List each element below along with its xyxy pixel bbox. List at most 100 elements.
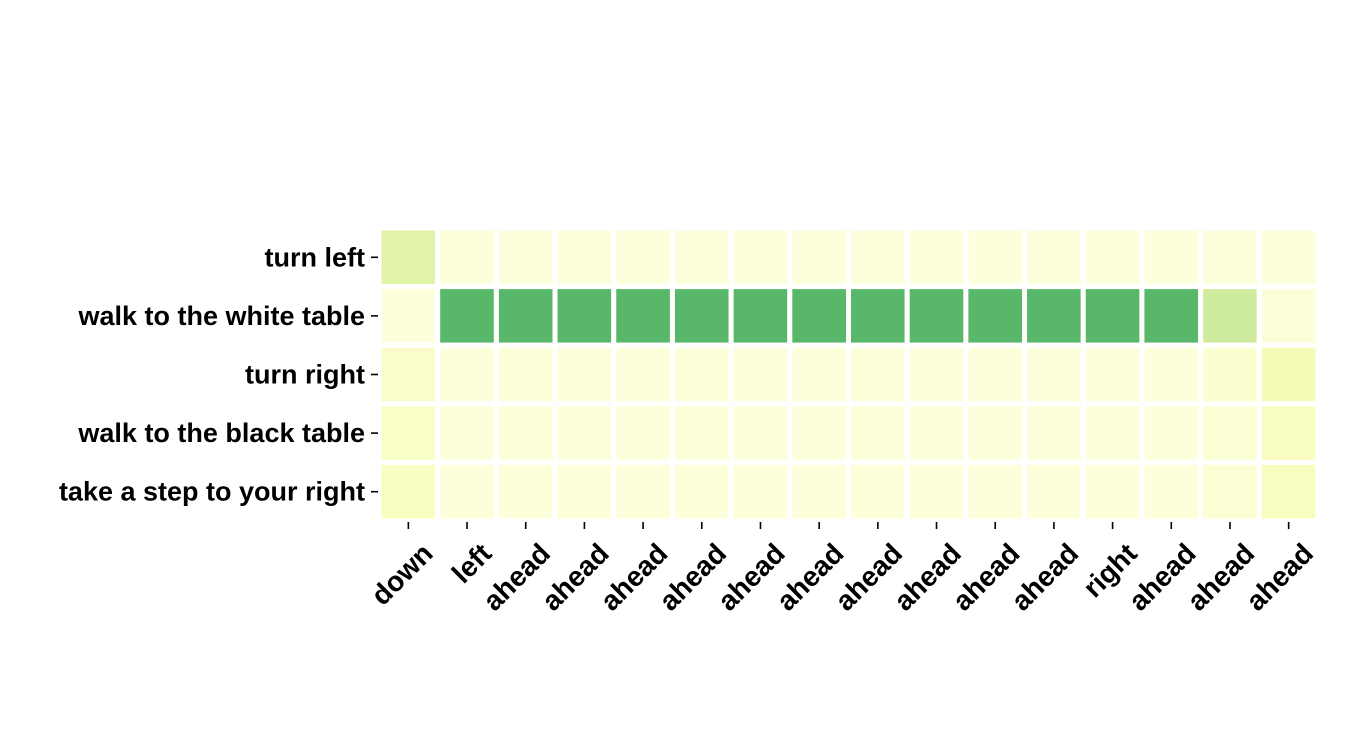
heatmap-cell-r1-c2 [493,284,558,348]
heatmap-cell-r4-c1 [435,459,499,524]
heatmap-cell-r3-c11 [1022,401,1086,465]
heatmap-cell-r2-c15 [1256,342,1321,407]
heatmap-cell-r1-c3 [552,284,617,348]
heatmap-cell-r4-c4 [611,459,675,524]
heatmap-cell-r3-c7 [787,401,851,465]
heatmap-cell-r3-c0 [376,401,441,465]
heatmap-cell-r4-c0 [376,459,441,524]
row-label: walk to the black table [77,418,365,448]
heatmap-cell-r0-c3 [552,225,617,290]
column-label: ahead [1181,537,1260,616]
heatmap-cell-r3-c6 [728,401,793,465]
column-label: ahead [653,537,732,616]
heatmap-cell-r4-c5 [669,459,734,524]
heatmap-cell-r0-c1 [435,225,499,290]
heatmap-cell-r4-c3 [552,459,617,524]
heatmap-cell-r1-c14 [1198,284,1262,348]
heatmap-cell-r2-c14 [1198,342,1262,407]
heatmap-cell-r0-c8 [846,225,910,290]
heatmap-cell-r2-c13 [1139,342,1204,407]
heatmap-cell-r2-c7 [787,342,851,407]
heatmap-cells [376,225,1321,524]
column-label: ahead [712,537,791,616]
heatmap-cell-r3-c2 [493,401,558,465]
heatmap-cell-r3-c10 [963,401,1028,465]
heatmap-cell-r4-c7 [787,459,851,524]
heatmap-cell-r3-c14 [1198,401,1262,465]
heatmap-cell-r3-c5 [669,401,734,465]
row-label: turn right [245,360,365,390]
heatmap-cell-r1-c8 [846,284,910,348]
heatmap-cell-r1-c5 [669,284,734,348]
heatmap-cell-r1-c9 [904,284,969,348]
column-label: ahead [770,537,849,616]
row-labels: turn left walk to the white table turn rig… [59,242,378,507]
heatmap-cell-r2-c3 [552,342,617,407]
heatmap-cell-r3-c3 [552,401,617,465]
heatmap-cell-r2-c5 [669,342,734,407]
heatmap-cell-r0-c14 [1198,225,1262,290]
heatmap-cell-r2-c0 [376,342,441,407]
heatmap-cell-r2-c1 [435,342,499,407]
heatmap-cell-r1-c4 [611,284,675,348]
heatmap-cell-r2-c12 [1080,342,1145,407]
heatmap-cell-r3-c12 [1080,401,1145,465]
heatmap-cell-r3-c4 [611,401,675,465]
heatmap-cell-r0-c9 [904,225,969,290]
heatmap-cell-r4-c10 [963,459,1028,524]
row-label: take a step to your right [59,477,365,507]
row-label: walk to the white table [77,301,365,331]
heatmap-cell-r2-c10 [963,342,1028,407]
heatmap-cell-r4-c14 [1198,459,1262,524]
heatmap-cell-r3-c13 [1139,401,1204,465]
column-label: ahead [946,537,1025,616]
heatmap-cell-r1-c7 [787,284,851,348]
heatmap-cell-r0-c2 [493,225,558,290]
heatmap-cell-r4-c2 [493,459,558,524]
heatmap-cell-r2-c4 [611,342,675,407]
heatmap-cell-r1-c0 [376,284,441,348]
heatmap-cell-r4-c15 [1256,459,1321,524]
heatmap-cell-r3-c15 [1256,401,1321,465]
heatmap-cell-r2-c2 [493,342,558,407]
row-label: turn left [265,242,366,272]
heatmap-cell-r0-c11 [1022,225,1086,290]
heatmap-cell-r1-c15 [1256,284,1321,348]
heatmap-cell-r0-c12 [1080,225,1145,290]
heatmap-cell-r0-c10 [963,225,1028,290]
heatmap-cell-r4-c11 [1022,459,1086,524]
column-labels: down leftaheadaheadaheadaheadaheadaheadah… [365,522,1319,617]
column-label: ahead [1123,537,1202,616]
heatmap-cell-r1-c1 [435,284,499,348]
heatmap-cell-r3-c1 [435,401,499,465]
heatmap-cell-r2-c9 [904,342,969,407]
heatmap-cell-r3-c8 [846,401,910,465]
column-label: ahead [594,537,673,616]
heatmap-cell-r4-c6 [728,459,793,524]
heatmap-cell-r1-c13 [1139,284,1204,348]
heatmap-cell-r0-c4 [611,225,675,290]
column-label: ahead [1240,537,1319,616]
heatmap-cell-r4-c8 [846,459,910,524]
heatmap-cell-r0-c6 [728,225,793,290]
heatmap-cell-r4-c13 [1139,459,1204,524]
heatmap-cell-r0-c0 [376,225,441,290]
heatmap-cell-r2-c11 [1022,342,1086,407]
column-label: ahead [477,537,556,616]
heatmap-cell-r4-c12 [1080,459,1145,524]
heatmap-cell-r0-c13 [1139,225,1204,290]
heatmap-cell-r2-c6 [728,342,793,407]
column-label: down [365,537,439,611]
column-label: ahead [888,537,967,616]
heatmap-cell-r0-c15 [1256,225,1321,290]
heatmap-cell-r4-c9 [904,459,969,524]
heatmap-cell-r1-c10 [963,284,1028,348]
heatmap-cell-r3-c9 [904,401,969,465]
heatmap-cell-r2-c8 [846,342,910,407]
column-label: ahead [1005,537,1084,616]
column-label: ahead [536,537,615,616]
heatmap-cell-r0-c7 [787,225,851,290]
heatmap-cell-r1-c11 [1022,284,1086,348]
